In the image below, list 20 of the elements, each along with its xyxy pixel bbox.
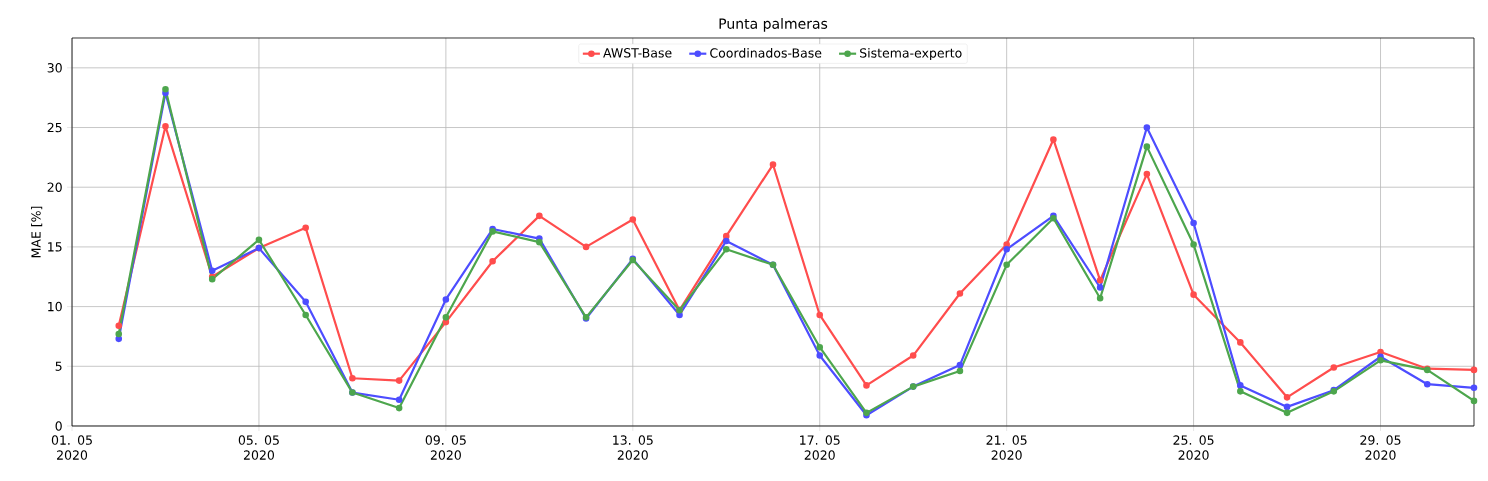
legend-label: AWST-Base [603, 48, 672, 58]
x-tick-label: 09. 05 2020 [425, 435, 466, 460]
x-tick-label: 05. 05 2020 [238, 435, 279, 460]
y-tick-label: 15 [48, 242, 62, 252]
legend-label: Coordinados-Base [710, 48, 822, 58]
legend-label: Sistema-experto [860, 48, 962, 61]
y-tick-label: 20 [47, 182, 62, 192]
x-tick-label: 17. 05 2020 [800, 435, 840, 460]
y-axis-title: MAE [%] [31, 206, 43, 258]
x-tick-label: 29. 05 2020 [1360, 435, 1401, 460]
chart-title: Punta palmeras [719, 18, 828, 32]
x-tick-label: 21. 05 2020 [986, 435, 1027, 460]
y-tick-label: 10 [48, 301, 62, 312]
x-tick-label: 13. 05 2020 [613, 435, 653, 460]
x-tick-label: 25. 05 2020 [1173, 435, 1214, 460]
y-tick-label: 5 [55, 361, 62, 371]
x-tick-label: 01. 05 2020 [51, 435, 92, 460]
y-tick-label: 0 [55, 421, 62, 431]
y-tick-label: 30 [47, 63, 62, 73]
y-tick-label: 25 [47, 122, 62, 133]
